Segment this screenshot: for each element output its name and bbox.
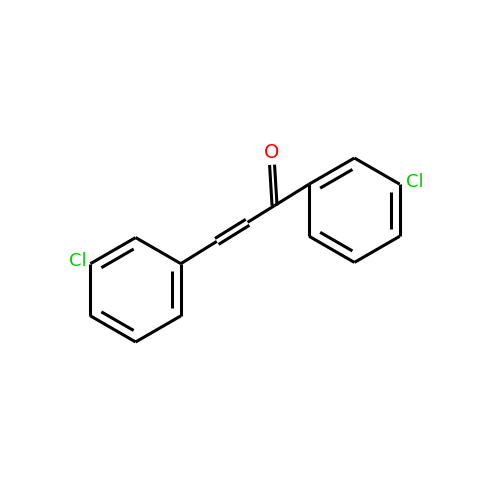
Text: Cl: Cl bbox=[406, 172, 423, 190]
Text: O: O bbox=[264, 143, 280, 162]
Text: Cl: Cl bbox=[69, 252, 87, 270]
